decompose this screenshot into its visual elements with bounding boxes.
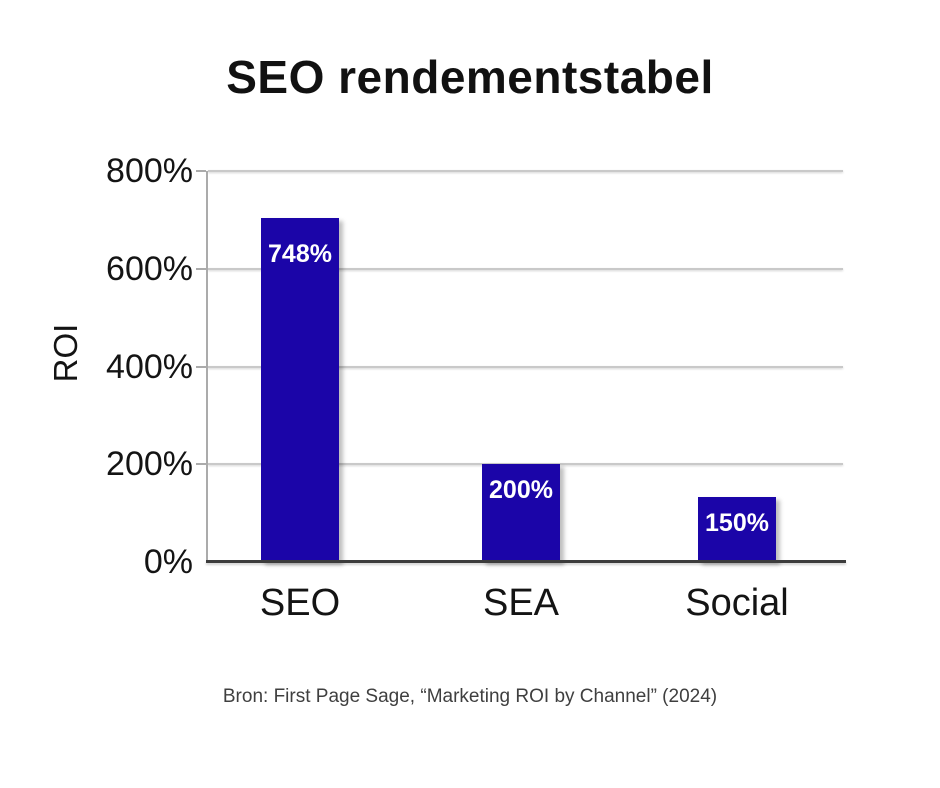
y-axis-tick [196,170,206,172]
bar-social: 150% [698,496,776,562]
gridline [208,365,843,368]
x-category-label: Social [685,582,789,624]
gridline [208,170,843,172]
bar-value-label: 200% [489,476,553,505]
y-tick-label: 400% [106,347,193,386]
bar-value-label: 150% [705,508,769,537]
y-tick-label: 600% [106,249,193,288]
y-tick-label: 0% [143,543,193,581]
y-axis-tick [196,267,206,270]
x-axis-line [206,560,846,563]
bar-sea: 200% [482,464,560,562]
bar-seo: 748% [261,217,339,562]
y-tick-label: 800% [106,152,193,190]
bar-value-label: 748% [268,239,332,268]
gridline [208,267,843,270]
y-axis-tick [196,365,206,368]
chart-title: SEO rendementstabel [226,51,714,103]
y-tick-label: 200% [106,445,193,484]
plot-area: 748% 200% 150% [208,170,843,562]
source-note: Bron: First Page Sage, “Marketing ROI by… [222,686,718,707]
y-axis-line [206,171,208,563]
y-axis-tick [196,463,206,466]
x-category-label: SEO [259,582,341,624]
x-category-label: SEA [482,582,560,624]
